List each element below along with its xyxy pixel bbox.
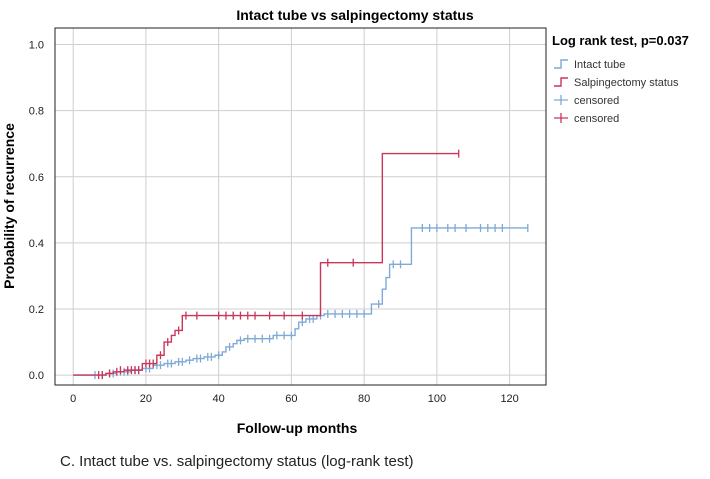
legend-label-2: censored	[574, 95, 619, 107]
x-tick-label-5: 100	[428, 393, 446, 405]
plot-frame	[54, 27, 547, 386]
x-tick-label-3: 60	[285, 393, 297, 405]
legend-label-0: Intact tube	[574, 59, 625, 71]
legend-label-1: Salpingectomy status	[574, 77, 679, 89]
series-line-0	[73, 227, 528, 376]
x-tick-label-4: 80	[358, 393, 370, 405]
grid	[55, 28, 546, 385]
legend: Intact tube Salpingectomy status censored c…	[554, 59, 679, 125]
legend-swatch-1	[554, 77, 568, 87]
x-tick-label-1: 20	[140, 393, 152, 405]
legend-swatch-3	[554, 113, 568, 123]
legend-swatch-0	[554, 59, 568, 69]
series-layer	[73, 149, 529, 380]
y-axis-label: Probability of recurrence	[1, 123, 17, 289]
km-chart: 0 20 40 60 80 100 120 0.0 0.2 0.4 0.6 0.8 1.0 Intact…	[1, 7, 689, 436]
x-tick-label-2: 40	[213, 393, 225, 405]
x-tick-label-6: 120	[500, 393, 518, 405]
x-tick-label-0: 0	[70, 393, 76, 405]
y-tick-label-2: 0.4	[29, 238, 44, 250]
chart-title: Intact tube vs salpingectomy status	[236, 7, 473, 23]
legend-title: Log rank test, p=0.037	[552, 33, 689, 48]
y-tick-label-4: 0.8	[29, 106, 44, 118]
legend-swatch-2	[554, 95, 568, 105]
figure-caption: C. Intact tube vs. salpingectomy status …	[60, 453, 414, 470]
y-tick-label-3: 0.6	[29, 172, 44, 184]
y-tick-label-0: 0.0	[29, 370, 44, 382]
y-tick-label-1: 0.2	[29, 304, 44, 316]
series-line-1	[73, 152, 459, 376]
y-tick-label-5: 1.0	[29, 40, 44, 52]
tick-labels: 0 20 40 60 80 100 120 0.0 0.2 0.4 0.6 0.8 1.0	[29, 40, 519, 405]
legend-label-3: censored	[574, 113, 619, 125]
x-axis-label: Follow-up months	[237, 420, 358, 436]
